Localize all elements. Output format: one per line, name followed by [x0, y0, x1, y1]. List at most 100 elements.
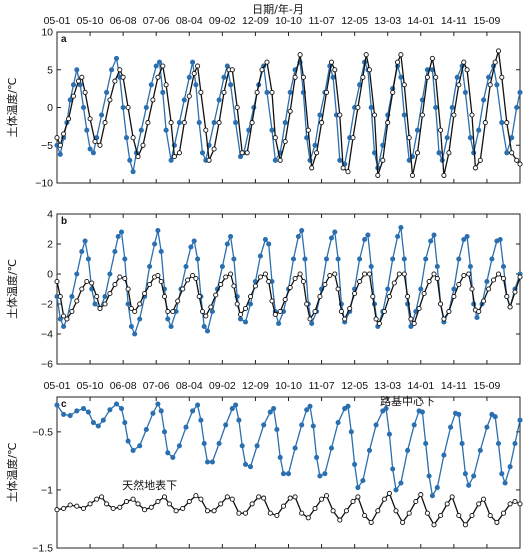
data-point [186, 498, 192, 505]
data-point [290, 256, 297, 262]
data-point [393, 487, 399, 493]
data-point [61, 131, 67, 137]
data-point [198, 496, 204, 502]
data-point [280, 471, 287, 477]
data-point [166, 501, 172, 507]
panel-label: a [61, 34, 67, 45]
data-point [338, 308, 344, 315]
data-point [401, 112, 407, 118]
data-point [365, 232, 371, 238]
data-point [287, 108, 293, 114]
data-point [155, 401, 161, 407]
data-point [434, 485, 440, 491]
data-point [186, 74, 192, 80]
data-point [165, 316, 171, 322]
data-point [512, 498, 518, 505]
data-point [517, 501, 523, 507]
data-point [411, 422, 417, 428]
data-point [312, 142, 318, 148]
data-point [57, 293, 63, 300]
data-point [69, 308, 75, 315]
data-point [476, 127, 482, 133]
data-point [385, 120, 391, 126]
data-point [395, 233, 401, 240]
data-point [408, 316, 414, 322]
data-point [504, 120, 510, 126]
data-point [348, 429, 354, 435]
data-point [499, 74, 505, 80]
data-point [481, 496, 487, 502]
data-point [502, 480, 508, 486]
data-point [352, 290, 358, 297]
data-point [140, 142, 146, 148]
data-point [228, 271, 234, 277]
data-point [462, 89, 468, 95]
data-point [456, 512, 462, 519]
data-point [218, 281, 224, 288]
top-axis-title: 日期/年-月 [252, 2, 304, 16]
data-point [57, 316, 63, 322]
data-point [176, 150, 182, 156]
data-point [461, 59, 467, 65]
x-tick-label: 12-05 [341, 380, 368, 392]
data-point [274, 426, 280, 433]
data-point [482, 120, 488, 126]
data-point [494, 82, 500, 88]
data-point [54, 402, 60, 408]
data-point [132, 308, 138, 315]
data-point [487, 512, 493, 519]
data-point [242, 510, 249, 516]
data-point [297, 52, 303, 58]
data-point [322, 471, 328, 477]
data-point [405, 447, 411, 453]
data-point [421, 290, 427, 297]
data-point [431, 232, 437, 238]
data-point [118, 229, 125, 235]
data-point [272, 311, 278, 318]
data-point [343, 508, 349, 514]
data-point [74, 503, 80, 509]
data-point [269, 89, 275, 95]
data-point [196, 120, 202, 126]
data-point [467, 263, 473, 270]
data-point [481, 97, 487, 103]
data-point [304, 407, 310, 413]
data-point [271, 406, 277, 412]
data-point [476, 501, 482, 507]
data-point [176, 443, 182, 449]
data-point [342, 316, 348, 322]
data-point [266, 241, 272, 247]
data-point [390, 466, 396, 472]
data-point [148, 82, 154, 88]
data-point [209, 308, 215, 315]
data-point [128, 305, 134, 312]
data-point [500, 510, 507, 516]
data-point [386, 490, 392, 496]
data-point [242, 319, 249, 325]
data-point [234, 104, 240, 111]
data-point [92, 301, 98, 307]
data-point [185, 277, 191, 283]
data-point [477, 157, 483, 163]
data-point [64, 316, 70, 322]
data-point [277, 157, 283, 163]
data-point [125, 286, 131, 292]
data-point [366, 271, 373, 277]
data-point [305, 127, 311, 133]
data-point [84, 278, 90, 285]
data-point [274, 512, 280, 519]
x-tick-label: 13-03 [374, 380, 401, 392]
data-point [328, 445, 335, 451]
data-point [138, 127, 144, 133]
data-point [142, 507, 148, 513]
data-point [80, 505, 87, 512]
data-point [254, 443, 260, 449]
data-point [112, 78, 118, 84]
data-point [507, 304, 513, 310]
panels: 05-01 05-10 06-08 07-06 08-04 09-02 12-09 10-10… [5, 15, 523, 555]
data-point [193, 82, 199, 88]
data-point [198, 89, 204, 95]
data-point [107, 97, 113, 103]
data-point [193, 275, 199, 282]
data-point [74, 298, 80, 304]
